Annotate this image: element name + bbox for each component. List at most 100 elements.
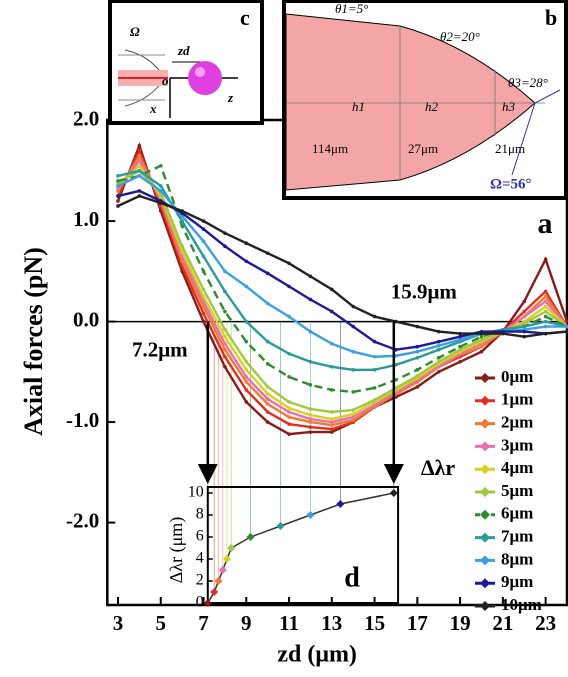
series-marker	[330, 287, 334, 292]
legend-label: 2μm	[501, 413, 533, 432]
x-tick-label: 5	[156, 611, 167, 635]
sphere	[188, 61, 222, 95]
series-marker	[479, 344, 484, 349]
legend-marker	[480, 532, 490, 543]
series-marker	[180, 209, 184, 213]
series-line	[117, 163, 568, 421]
inset-y-tick-label: 6	[196, 528, 204, 545]
series-marker	[372, 386, 377, 390]
y-tick-label: 1.0	[73, 207, 99, 231]
series-marker	[543, 289, 548, 294]
series-marker	[565, 329, 568, 334]
inset-y-tick-label: 8	[196, 506, 204, 523]
series-marker	[244, 380, 249, 384]
series-marker	[330, 309, 334, 314]
inset-point	[223, 555, 232, 563]
legend-label: 6μm	[501, 504, 533, 523]
inset-point	[227, 544, 236, 552]
series-marker	[308, 430, 313, 434]
series-marker	[308, 420, 313, 424]
series-marker	[330, 427, 334, 431]
series-marker	[415, 368, 420, 372]
y-axis-label: Axial forces (pN)	[19, 247, 48, 436]
series-marker	[543, 324, 548, 329]
series-marker	[137, 143, 142, 148]
legend-label: 5μm	[501, 481, 533, 500]
series-marker	[436, 355, 441, 360]
series-marker	[351, 304, 355, 309]
legend-label: 3μm	[501, 435, 533, 454]
series-marker	[223, 347, 227, 352]
x-tick-label: 17	[407, 611, 428, 635]
series-marker	[287, 375, 291, 379]
series-marker	[501, 331, 505, 336]
y-tick-label: 0.0	[73, 307, 99, 331]
series-marker	[330, 420, 334, 424]
x-tick-label: 19	[450, 611, 471, 635]
series-marker	[223, 341, 227, 346]
series-marker	[308, 274, 313, 279]
x-tick-label: 13	[321, 611, 342, 635]
panel-label: a	[538, 207, 553, 240]
y-tick-label: -2.0	[66, 508, 99, 532]
series-marker	[436, 370, 441, 374]
series-marker	[458, 331, 462, 336]
series-marker	[308, 407, 313, 411]
inset-point	[246, 533, 255, 541]
series-marker	[244, 284, 249, 289]
inset-y-tick-label: 0	[196, 594, 204, 611]
inset-point	[214, 577, 223, 585]
series-marker	[543, 294, 548, 299]
series-marker	[436, 329, 441, 334]
inset-point	[306, 511, 315, 519]
z-label: z	[227, 90, 234, 105]
series-marker	[116, 194, 120, 198]
series-marker	[458, 334, 462, 339]
series-marker	[201, 319, 206, 324]
series-marker	[522, 334, 527, 339]
x-tick-label: 7	[198, 611, 209, 635]
series-marker	[201, 294, 206, 299]
series-marker	[522, 324, 527, 329]
series-marker	[543, 314, 548, 319]
inset-point	[218, 566, 227, 574]
inset-point	[389, 489, 398, 497]
series-marker	[372, 368, 377, 372]
length-label: 21μm	[495, 141, 525, 156]
cone-angle-label: Ω=56°	[490, 176, 532, 192]
series-marker	[116, 179, 120, 183]
series-marker	[244, 375, 249, 379]
series-marker	[137, 174, 142, 178]
series-marker	[287, 410, 291, 414]
series-marker	[137, 169, 142, 173]
series-marker	[116, 174, 120, 178]
series-marker	[265, 385, 270, 389]
height-label: h1	[352, 99, 365, 114]
series-marker	[244, 400, 249, 404]
series-marker	[223, 334, 227, 339]
series-marker	[351, 418, 355, 422]
series-marker	[372, 314, 377, 319]
panel-label: b	[545, 5, 557, 30]
series-marker	[308, 359, 313, 364]
series-marker	[543, 299, 548, 304]
series-marker	[458, 359, 462, 364]
series-marker	[351, 415, 355, 419]
series-marker	[244, 241, 249, 245]
x-tick-label: 9	[241, 611, 252, 635]
series-marker	[180, 219, 184, 223]
legend-label: 9μm	[501, 572, 533, 591]
series-marker	[308, 425, 313, 429]
x-tick-label: 21	[492, 611, 513, 635]
x-axis-label: zd (μm)	[277, 642, 357, 668]
series-marker	[265, 402, 270, 406]
annotation: 15.9μm	[391, 279, 458, 303]
series-marker	[330, 388, 334, 392]
series-marker	[479, 331, 484, 336]
series-marker	[436, 359, 441, 364]
series-marker	[415, 344, 420, 349]
series-marker	[287, 406, 291, 410]
series-marker	[522, 321, 527, 326]
series-marker	[436, 347, 441, 352]
series-line	[116, 153, 568, 427]
